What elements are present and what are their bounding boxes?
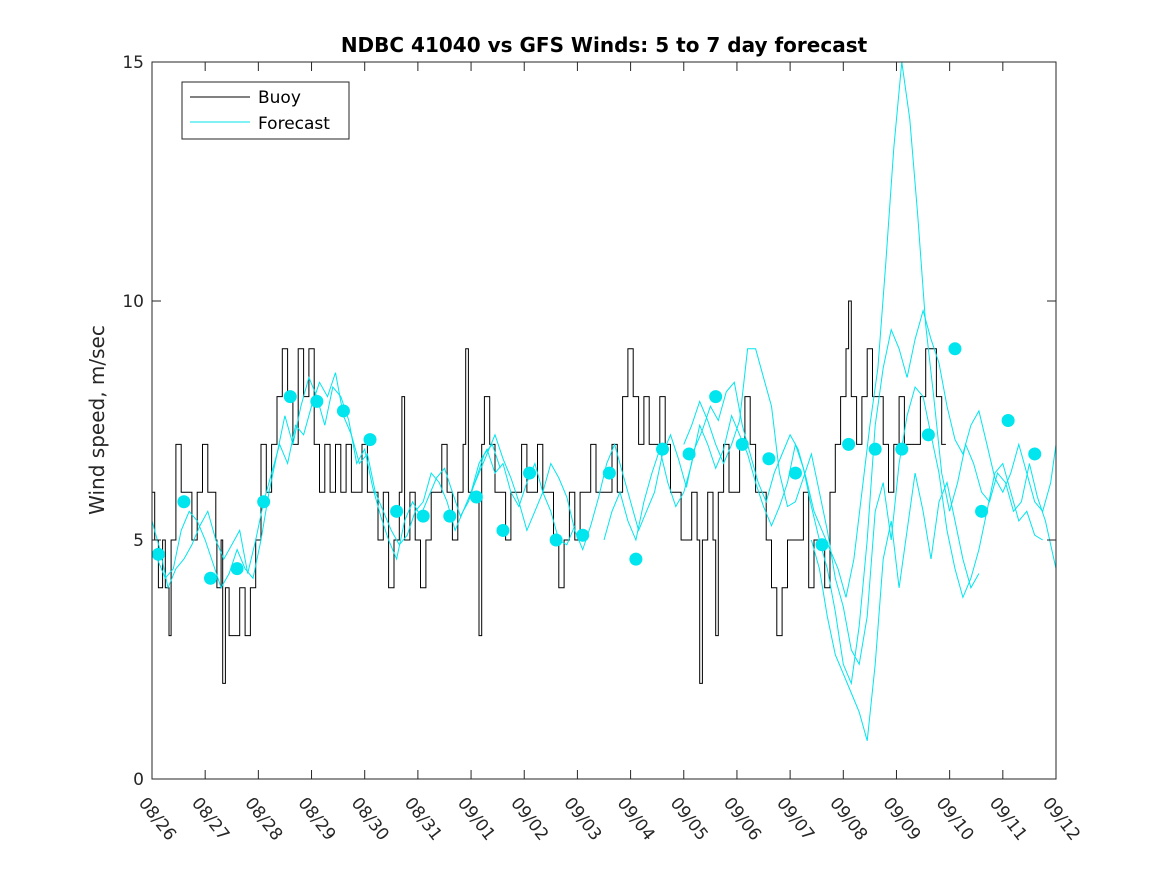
forecast-series-line-4 bbox=[603, 308, 1056, 686]
x-tick-label: 09/11 bbox=[985, 794, 1031, 845]
forecast-marker bbox=[895, 442, 909, 456]
series-layer bbox=[152, 62, 1056, 741]
legend-forecast-label: Forecast bbox=[258, 114, 330, 134]
forecast-marker bbox=[336, 404, 350, 418]
forecast-marker bbox=[549, 533, 563, 547]
forecast-marker bbox=[815, 538, 829, 552]
forecast-marker bbox=[496, 523, 510, 537]
x-tick-label: 08/30 bbox=[347, 794, 393, 845]
x-tick-label: 09/09 bbox=[879, 794, 925, 845]
x-tick-label: 09/12 bbox=[1038, 794, 1084, 845]
forecast-marker bbox=[709, 390, 723, 404]
forecast-marker bbox=[469, 490, 483, 504]
x-tick-label: 09/04 bbox=[613, 794, 659, 845]
forecast-marker bbox=[921, 428, 935, 442]
y-tick-label: 15 bbox=[122, 53, 144, 73]
legend-box bbox=[181, 81, 350, 140]
x-tick-label: 08/28 bbox=[240, 794, 286, 845]
forecast-series-line-6 bbox=[810, 472, 980, 741]
forecast-marker bbox=[629, 552, 643, 566]
x-tick-label: 09/07 bbox=[772, 794, 818, 845]
forecast-marker bbox=[868, 442, 882, 456]
y-axis-label: Wind speed, m/sec bbox=[85, 325, 109, 515]
y-tick-label: 5 bbox=[133, 531, 144, 551]
x-tick-label: 08/27 bbox=[187, 794, 233, 845]
forecast-marker bbox=[842, 437, 856, 451]
legend-buoy-label: Buoy bbox=[258, 88, 301, 108]
forecast-marker bbox=[390, 504, 404, 518]
forecast-marker bbox=[602, 466, 616, 480]
forecast-marker bbox=[203, 571, 217, 585]
forecast-marker bbox=[523, 466, 537, 480]
forecast-marker bbox=[257, 495, 271, 509]
legend: Buoy Forecast bbox=[181, 81, 350, 140]
forecast-marker bbox=[416, 509, 430, 523]
y-tick-label: 10 bbox=[122, 292, 144, 312]
forecast-marker bbox=[762, 452, 776, 466]
forecast-marker bbox=[363, 433, 377, 447]
forecast-marker bbox=[283, 390, 297, 404]
buoy-series-line bbox=[152, 300, 946, 684]
x-tick-label: 09/02 bbox=[506, 794, 552, 845]
forecast-marker bbox=[735, 437, 749, 451]
forecast-marker bbox=[948, 342, 962, 356]
forecast-series-line-1 bbox=[152, 372, 576, 590]
forecast-marker bbox=[1028, 447, 1042, 461]
forecast-marker bbox=[230, 562, 244, 576]
forecast-marker bbox=[177, 495, 191, 509]
plot-frame bbox=[151, 61, 1057, 780]
forecast-marker bbox=[655, 442, 669, 456]
forecast-marker bbox=[152, 547, 165, 561]
y-tick-label: 0 bbox=[133, 770, 144, 790]
x-tick-label: 08/26 bbox=[134, 794, 180, 845]
x-tick-label: 08/31 bbox=[400, 794, 446, 845]
x-tick-label: 09/05 bbox=[666, 794, 712, 845]
forecast-series-line-2 bbox=[156, 375, 501, 590]
x-tick-label: 08/29 bbox=[294, 794, 340, 845]
forecast-marker bbox=[443, 509, 457, 523]
x-tick-label: 09/03 bbox=[559, 794, 605, 845]
x-tick-label: 09/08 bbox=[825, 794, 871, 845]
forecast-marker bbox=[975, 504, 989, 518]
x-tick-label: 09/06 bbox=[719, 794, 765, 845]
forecast-series-line-5 bbox=[683, 348, 1043, 666]
forecast-marker bbox=[576, 528, 590, 542]
chart-title: NDBC 41040 vs GFS Winds: 5 to 7 day fore… bbox=[341, 33, 868, 57]
forecast-marker bbox=[788, 466, 802, 480]
forecast-series-line-3 bbox=[470, 62, 1056, 598]
forecast-marker bbox=[310, 394, 324, 408]
forecast-marker bbox=[682, 447, 696, 461]
x-tick-label: 09/01 bbox=[453, 794, 499, 845]
x-tick-label: 09/10 bbox=[932, 794, 978, 845]
forecast-marker bbox=[1001, 414, 1015, 427]
